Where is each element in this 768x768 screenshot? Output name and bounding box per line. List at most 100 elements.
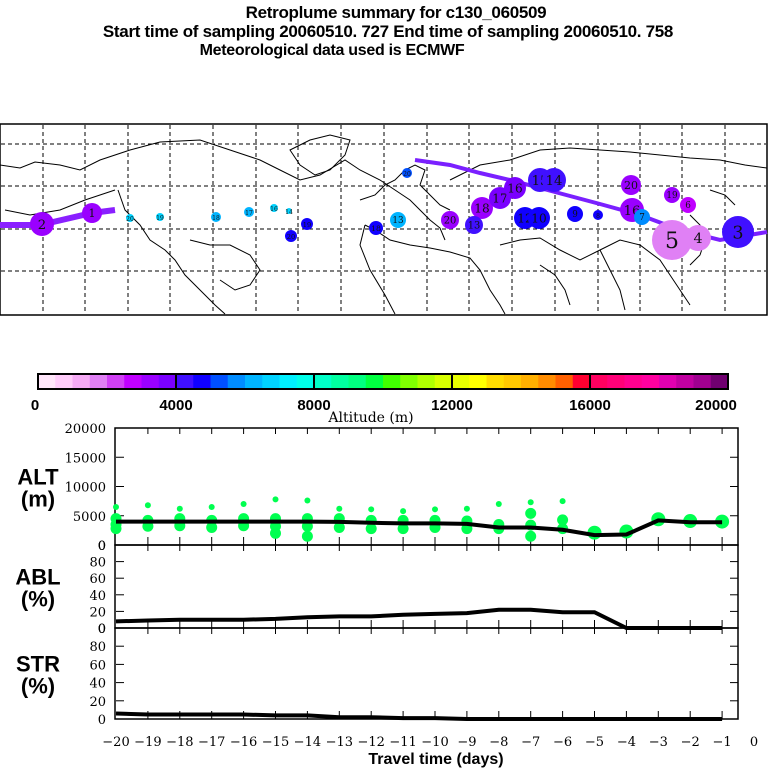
x-tick-label: −17 (198, 735, 225, 750)
altitude-cluster-point (110, 523, 122, 535)
cluster-day-label: 1 (89, 207, 96, 220)
panel-label: STR (16, 652, 60, 677)
cluster-day-label: 19 (666, 191, 677, 201)
altitude-cluster-point (208, 503, 215, 510)
cluster-marker (285, 230, 297, 242)
panel-unit-label: (%) (21, 674, 55, 699)
altitude-cluster-point (206, 521, 218, 533)
colorbar-bin (469, 374, 487, 389)
chart-title: Retroplume summary for c130_060509 (245, 3, 547, 22)
cluster-day-label: 18 (212, 215, 220, 222)
altitude-cluster-point (559, 498, 566, 505)
coastline-segment (539, 264, 571, 306)
altitude-panel: 0 5000 10000 15000 20000 ALT(m) (17, 422, 739, 554)
colorbar-tick-label: 4000 (159, 397, 192, 414)
x-tick-label: −3 (649, 735, 668, 750)
cluster-day-label: 9 (572, 210, 578, 220)
x-axis-title: Travel time (days) (368, 751, 503, 768)
x-tick-label: −15 (262, 735, 289, 750)
cluster-marker (471, 197, 493, 219)
coastline-segment (359, 224, 396, 315)
altitude-cluster-point (336, 505, 343, 512)
colorbar-bin (659, 374, 677, 389)
series-line (115, 607, 723, 630)
colorbar-frame (37, 373, 729, 390)
x-tick-label: −8 (489, 735, 508, 750)
time-series-panels: 05000100001500020000ALT(m)0204060800ABL(… (15, 422, 758, 768)
colorbar-tick-label: 0 (31, 397, 39, 414)
altitude-cluster-point (397, 523, 409, 535)
panel-label: ALT (17, 465, 59, 490)
colorbar-bin (262, 374, 280, 389)
y-tick-label: 15000 (65, 451, 106, 466)
y-tick-label: 80 (89, 640, 106, 655)
y-tick-label: 20 (89, 605, 106, 620)
altitude-cluster-point (144, 502, 151, 509)
colorbar-bin (607, 374, 625, 389)
cluster-marker (504, 177, 526, 199)
series-line (115, 711, 723, 721)
colorbar-bin (365, 374, 384, 389)
cluster-marker (82, 203, 102, 223)
x-tick-label: −2 (681, 735, 700, 750)
colorbar-bin (348, 374, 367, 389)
coastline-segment (364, 224, 506, 315)
cluster-day-label: 2 (38, 218, 46, 233)
altitude-cluster-point (272, 496, 279, 503)
coastline-segment (709, 189, 736, 206)
cluster-marker (652, 220, 692, 260)
colorbar-bin (676, 374, 694, 389)
x-tick-label: −13 (326, 735, 353, 750)
colorbar-bin (590, 374, 608, 389)
colorbar-bin (710, 374, 729, 389)
colorbar-bin (693, 374, 712, 389)
cluster-marker (369, 221, 383, 235)
y-tick-label: 10000 (65, 481, 106, 496)
y-tick-label: 20000 (65, 422, 106, 437)
cluster-day-label: 16 (270, 206, 278, 213)
y-tick-label: 0 (98, 539, 106, 554)
cluster-marker (402, 168, 412, 178)
colorbar-bin (193, 374, 211, 389)
colorbar-bin (331, 374, 349, 389)
cluster-day-label: 20 (287, 233, 295, 241)
cluster-day-label: 19 (156, 215, 164, 222)
x-tick-label: −5 (585, 735, 604, 750)
trajectory-line-pacific (0, 207, 116, 228)
colorbar-tick-label: 16000 (569, 397, 611, 414)
cluster-marker (465, 216, 483, 234)
colorbar-bin (486, 374, 505, 389)
altitude-cluster-point (368, 506, 375, 513)
cluster-day-label: 20 (403, 171, 411, 178)
colorbar-bin (452, 374, 470, 389)
coastline-segment (359, 164, 451, 211)
cluster-marker (680, 197, 696, 213)
altitude-cluster-point (270, 527, 281, 539)
altitude-cluster-point (240, 501, 247, 508)
cluster-marker (621, 175, 641, 195)
y-tick-label: 40 (89, 677, 106, 692)
cluster-marker (390, 212, 406, 228)
cluster-day-label: 18 (474, 201, 489, 215)
altitude-cluster-point (365, 523, 377, 535)
x-tick-label: −18 (166, 735, 193, 750)
coastline-segment (189, 239, 261, 291)
colorbar-bin (245, 374, 263, 389)
altitude-cluster-point (304, 497, 311, 504)
x-tick-label: −11 (389, 735, 416, 750)
coastline-segment (0, 139, 446, 241)
cluster-marker (156, 213, 164, 221)
panel-label: ABL (15, 565, 60, 590)
cluster-day-label: 10 (531, 211, 546, 225)
cluster-day-label: 13 (468, 221, 481, 232)
y-tick-label: 60 (89, 572, 106, 587)
cluster-marker (542, 168, 566, 192)
altitude-cluster-point (525, 507, 537, 519)
colorbar-bin (158, 374, 177, 389)
colorbar-bin (314, 374, 332, 389)
cluster-day-label: 18 (371, 224, 381, 233)
y-tick-label: 80 (89, 556, 106, 571)
